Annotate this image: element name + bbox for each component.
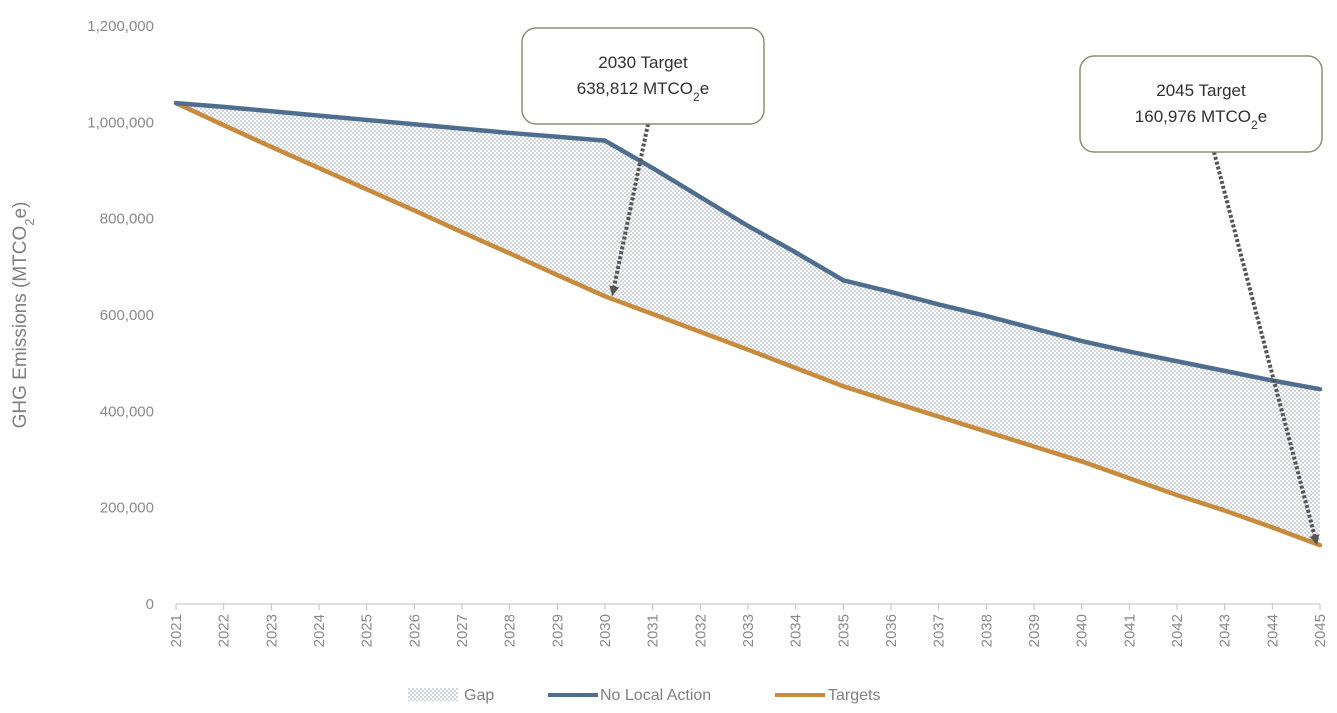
x-tick-label: 2028 [502, 614, 519, 647]
legend-item-no-local-action: No Local Action [548, 687, 711, 704]
series-line-no-local-action [173, 100, 1323, 392]
x-tick-label: 2027 [454, 614, 471, 647]
x-tick-label: 2044 [1264, 614, 1281, 647]
y-axis-title: GHG Emissions (MTCO2e) [10, 202, 37, 429]
x-tick-label: 2041 [1121, 614, 1138, 647]
legend-item-gap: Gap [408, 687, 494, 704]
callout-line2: 638,812 MTCO2e [577, 79, 709, 104]
callout-arrow [609, 123, 650, 297]
x-tick-label: 2038 [978, 614, 995, 647]
callout-target-2045: 2045 Target 160,976 MTCO2e [1079, 55, 1323, 546]
x-tick-label: 2023 [263, 614, 280, 647]
callout-line2: 160,976 MTCO2e [1135, 107, 1267, 132]
legend-label-gap: Gap [464, 687, 494, 704]
x-tick-label: 2029 [549, 614, 566, 647]
y-tick-label: 600,000 [100, 307, 154, 324]
x-tick-label: 2034 [788, 614, 805, 647]
x-tick-label: 2042 [1169, 614, 1186, 647]
x-tick-label: 2021 [168, 614, 185, 647]
x-tick-label: 2043 [1217, 614, 1234, 647]
x-tick-label: 2024 [311, 614, 328, 647]
gap-area [176, 103, 1320, 546]
x-tick-label: 2035 [835, 614, 852, 647]
callout-box [521, 27, 765, 125]
callout-box [1079, 55, 1323, 153]
callout-line1: 2030 Target [598, 53, 688, 72]
callout-arrow [1212, 151, 1320, 546]
x-tick-label: 2025 [359, 614, 376, 647]
legend-item-targets: Targets [775, 687, 880, 704]
x-tick-label: 2033 [740, 614, 757, 647]
x-tick-label: 2040 [1074, 614, 1091, 647]
legend-swatch-gap [408, 688, 458, 701]
series-line-targets [173, 100, 1323, 548]
y-tick-label: 1,200,000 [87, 18, 154, 35]
x-tick-label: 2026 [406, 614, 423, 647]
x-tick-label: 2032 [692, 614, 709, 647]
x-tick-label: 2039 [1026, 614, 1043, 647]
x-tick-label: 2036 [883, 614, 900, 647]
callout-line1: 2045 Target [1156, 81, 1246, 100]
x-tick-label: 2031 [645, 614, 662, 647]
x-tick-label: 2045 [1312, 614, 1329, 647]
legend-label-no-local-action: No Local Action [600, 687, 711, 704]
y-tick-label: 400,000 [100, 403, 154, 420]
y-tick-label: 0 [146, 596, 154, 613]
legend-label-targets: Targets [828, 687, 880, 704]
x-tick-label: 2037 [931, 614, 948, 647]
x-tick-label: 2030 [597, 614, 614, 647]
y-tick-label: 800,000 [100, 211, 154, 228]
callout-target-2030: 2030 Target 638,812 MTCO2e [521, 27, 765, 297]
y-tick-label: 1,000,000 [87, 114, 154, 131]
x-tick-label: 2022 [216, 614, 233, 647]
y-tick-label: 200,000 [100, 500, 154, 517]
